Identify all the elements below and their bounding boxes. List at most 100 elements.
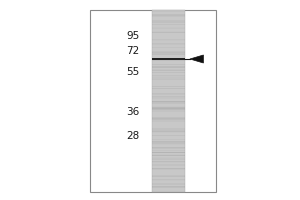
Bar [152, 54, 184, 55]
Bar [152, 141, 184, 142]
Bar [152, 121, 184, 122]
Bar [152, 108, 184, 110]
Text: 95: 95 [126, 31, 140, 41]
Bar [152, 88, 184, 89]
Bar [152, 93, 184, 94]
Bar [152, 186, 184, 187]
Bar [152, 184, 184, 185]
Bar [152, 132, 184, 133]
Bar [152, 39, 184, 40]
Bar [152, 88, 184, 89]
Bar [152, 98, 184, 99]
Bar [152, 111, 184, 112]
Bar [152, 179, 184, 180]
Bar [152, 131, 184, 132]
Bar [152, 75, 184, 76]
Bar [152, 94, 184, 95]
Bar [152, 157, 184, 158]
Bar [152, 52, 184, 53]
Bar [152, 103, 184, 104]
Bar [152, 169, 184, 170]
Bar [152, 192, 184, 193]
Bar [152, 106, 184, 108]
Bar [152, 131, 184, 132]
Bar [152, 79, 184, 80]
Bar [152, 183, 184, 184]
Bar [152, 154, 184, 156]
Bar [152, 77, 184, 79]
Bar [152, 107, 184, 109]
Bar [152, 117, 184, 119]
Bar [152, 144, 184, 145]
Bar [152, 76, 184, 77]
Bar [90, 10, 216, 192]
Bar [152, 10, 184, 192]
Bar [152, 179, 184, 181]
Bar [152, 161, 184, 162]
Bar [152, 130, 184, 131]
Text: 28: 28 [126, 131, 140, 141]
Bar [152, 155, 184, 156]
Bar [152, 152, 184, 153]
Bar [152, 102, 184, 103]
Bar [152, 21, 184, 23]
Bar [152, 141, 184, 142]
Bar [152, 143, 184, 144]
Bar [152, 52, 184, 53]
Bar [152, 176, 184, 177]
Bar [152, 152, 184, 153]
Bar [152, 168, 184, 169]
Text: 55: 55 [126, 67, 140, 77]
Bar [152, 150, 184, 151]
Bar [152, 101, 184, 102]
Text: 36: 36 [126, 107, 140, 117]
Bar [152, 155, 184, 156]
Bar [152, 161, 184, 162]
Bar [152, 86, 184, 87]
Bar [152, 147, 184, 148]
Bar [152, 72, 184, 73]
Bar [152, 54, 184, 55]
Bar [152, 60, 184, 61]
Bar [152, 152, 184, 153]
Bar [152, 14, 184, 15]
Bar [152, 79, 184, 80]
Bar [152, 139, 184, 140]
Bar [152, 120, 184, 121]
Bar [152, 44, 184, 45]
Bar [152, 67, 184, 68]
Bar [152, 28, 184, 29]
Bar [152, 32, 184, 33]
Bar [152, 15, 184, 17]
Bar [152, 175, 184, 177]
Bar [152, 101, 184, 102]
Bar [152, 47, 184, 48]
Bar [152, 97, 184, 98]
Bar [152, 40, 184, 41]
Bar [152, 11, 184, 12]
Bar [152, 107, 184, 109]
Bar [152, 69, 184, 70]
Bar [152, 142, 184, 143]
Bar [152, 31, 184, 32]
Bar [152, 164, 184, 166]
Bar [152, 135, 184, 136]
Bar [152, 27, 184, 28]
Text: Hela: Hela [155, 0, 181, 2]
Bar [152, 70, 184, 71]
Bar [152, 186, 184, 187]
Polygon shape [190, 55, 203, 63]
Bar [152, 66, 184, 67]
Text: 72: 72 [126, 46, 140, 56]
Bar [152, 158, 184, 159]
Bar [152, 118, 184, 120]
Bar [152, 66, 184, 68]
Bar [152, 187, 184, 188]
Bar [152, 60, 184, 61]
Bar [152, 109, 184, 111]
Bar [152, 32, 184, 33]
Bar [152, 147, 184, 149]
Bar [152, 119, 184, 120]
Bar [152, 20, 184, 21]
Bar [152, 168, 184, 169]
